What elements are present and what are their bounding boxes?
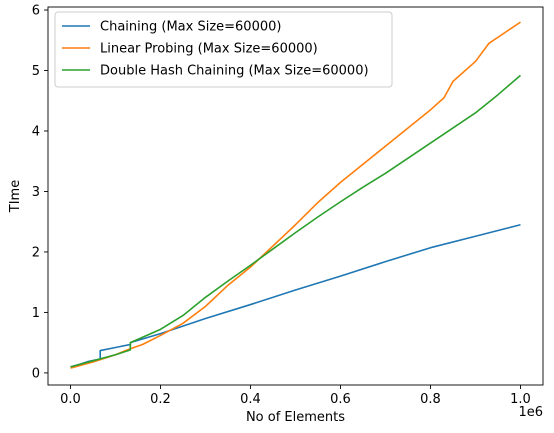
y-tick-label: 2 <box>32 245 40 260</box>
x-tick-label: 0.4 <box>240 392 261 407</box>
x-tick-label: 0.8 <box>420 392 441 407</box>
y-tick-label: 6 <box>32 4 40 19</box>
y-tick-label: 1 <box>32 306 40 321</box>
x-tick-label: 1.0 <box>510 392 531 407</box>
x-tick-label: 0.6 <box>330 392 351 407</box>
y-tick-label: 3 <box>32 185 40 200</box>
series-line-1 <box>70 21 521 369</box>
y-axis-ticks: 0 1 2 3 4 5 6 <box>32 4 48 381</box>
legend-box <box>54 11 393 88</box>
x-axis-offset-label: 1e6 <box>518 405 543 420</box>
legend-label-0: Chaining (Max Size=60000) <box>100 20 281 35</box>
x-axis-ticks: 0.0 0.2 0.4 0.6 0.8 1.0 <box>60 385 531 407</box>
y-axis-label: TIme <box>8 180 23 213</box>
series-layer <box>70 21 522 369</box>
legend-label-1: Linear Probing (Max Size=60000) <box>100 42 318 57</box>
y-tick-label: 4 <box>32 124 40 139</box>
y-tick-label: 5 <box>32 64 40 79</box>
y-tick-label: 0 <box>32 366 40 381</box>
x-tick-label: 0.2 <box>150 392 171 407</box>
legend: Chaining (Max Size=60000) Linear Probing … <box>54 11 393 88</box>
series-line-2 <box>70 74 522 368</box>
legend-label-2: Double Hash Chaining (Max Size=60000) <box>100 64 369 79</box>
x-tick-label: 0.0 <box>60 392 81 407</box>
x-axis-label: No of Elements <box>246 410 345 425</box>
plot-frame <box>47 6 544 386</box>
